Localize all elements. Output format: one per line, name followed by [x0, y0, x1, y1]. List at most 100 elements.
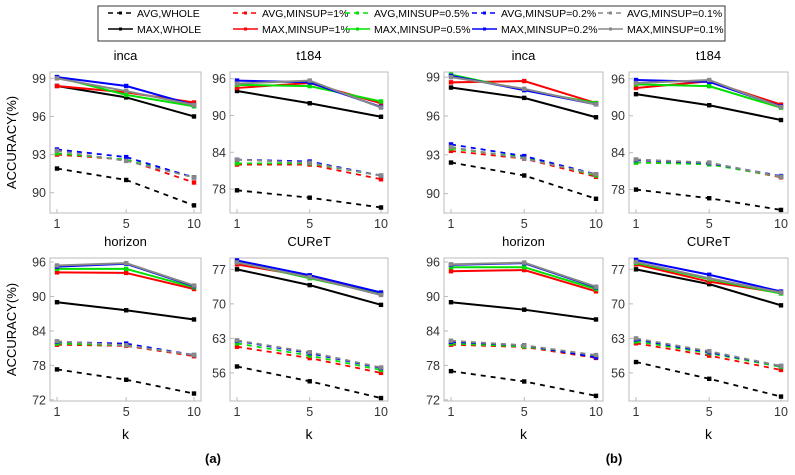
y-tick-label: 90 [32, 290, 46, 304]
data-point [123, 270, 129, 276]
data-point [448, 80, 454, 85]
legend-label: AVG,WHOLE [137, 8, 200, 20]
y-tick-label: 96 [32, 110, 46, 124]
y-tick-label: 72 [32, 393, 46, 407]
data-point [778, 363, 784, 369]
y-tick-label: 78 [212, 183, 226, 197]
subplot-curet-a: CUReT 56 63 70 77 1 5 10 k [212, 234, 389, 442]
x-tick-label: 5 [306, 405, 313, 419]
data-point [448, 74, 454, 80]
legend-marker [483, 27, 486, 31]
data-point [378, 105, 384, 110]
data-point [54, 76, 60, 81]
x-tick-label: 1 [54, 405, 61, 419]
data-point [234, 338, 240, 343]
data-point [378, 302, 384, 308]
data-point [448, 368, 454, 374]
y-tick-label: 63 [611, 332, 625, 346]
data-point [448, 269, 454, 274]
data-point [522, 260, 527, 265]
data-point [307, 275, 312, 280]
data-point [123, 154, 129, 160]
panels: inca 90 93 96 99 1 5 10 ACCURACY(%) t184 78 84 90 96 1… [4, 48, 789, 442]
x-tick-label: 5 [706, 217, 713, 231]
data-point [307, 160, 312, 165]
data-point [633, 187, 639, 192]
data-point [123, 88, 129, 94]
data-point [633, 259, 639, 265]
subplot-horizon-b: horizon 72 78 84 90 96 1 5 10 k [426, 234, 604, 442]
data-point [778, 207, 784, 213]
data-point [54, 151, 60, 156]
data-point [593, 284, 599, 289]
data-point [522, 307, 527, 312]
x-axis-label: k [122, 426, 130, 442]
data-point [191, 283, 197, 288]
data-point [633, 77, 639, 83]
x-axis-label: k [306, 426, 314, 442]
data-point [633, 359, 639, 365]
data-point [234, 188, 240, 193]
data-point [234, 344, 240, 349]
data-point [522, 156, 527, 161]
x-tick-label: 10 [187, 405, 201, 419]
legend-marker [356, 11, 359, 15]
data-point [378, 292, 384, 298]
data-point [522, 343, 527, 348]
data-point [378, 290, 384, 295]
data-point [123, 343, 129, 348]
y-tick-label: 90 [426, 290, 440, 304]
data-point [191, 203, 197, 208]
subplot-title: t184 [696, 48, 721, 63]
data-point [633, 267, 639, 272]
y-tick-label: 96 [212, 72, 226, 86]
data-point [234, 85, 240, 91]
x-axis-label: k [520, 426, 528, 442]
data-point [123, 92, 129, 98]
y-tick-label: 56 [212, 366, 226, 380]
plot-frame [49, 71, 202, 214]
data-point [123, 308, 129, 313]
y-tick-label: 96 [32, 256, 46, 270]
data-point [234, 81, 240, 86]
y-tick-label: 70 [212, 297, 226, 311]
x-tick-label: 10 [589, 217, 603, 231]
data-point [707, 281, 712, 287]
x-tick-label: 1 [234, 405, 241, 419]
legend-entry: AVG,MINSUP=0.2% [472, 8, 596, 20]
data-point [448, 144, 454, 150]
data-point [234, 364, 240, 369]
data-point [778, 104, 784, 110]
data-point [54, 166, 60, 171]
data-point [522, 86, 527, 92]
data-point [448, 300, 454, 305]
data-point [378, 173, 384, 178]
data-point [593, 352, 599, 358]
y-tick-label: 90 [611, 109, 625, 123]
y-axis-label: ACCURACY(%) [4, 283, 19, 376]
y-tick-label: 99 [426, 71, 440, 85]
legend-label: MAX,WHOLE [137, 24, 201, 36]
legend-entry: MAX,MINSUP=0.2% [472, 24, 598, 36]
data-point [522, 95, 527, 101]
data-point [234, 267, 240, 272]
data-point [378, 99, 384, 104]
x-tick-label: 10 [374, 405, 388, 419]
data-point [378, 177, 384, 182]
x-tick-label: 1 [448, 217, 455, 231]
data-point [378, 365, 384, 370]
data-point [707, 160, 712, 165]
data-point [707, 83, 712, 89]
data-point [307, 83, 312, 89]
data-point [191, 317, 197, 322]
data-point [593, 393, 599, 399]
series-line-avg-whole [635, 361, 782, 398]
data-point [593, 115, 599, 120]
data-point [448, 142, 454, 147]
y-tick-label: 96 [611, 72, 625, 86]
plot-frame [628, 71, 789, 214]
data-point [378, 114, 384, 119]
series-line-avg-minsup-0.2- [56, 148, 195, 179]
data-point [123, 95, 129, 100]
subplot-horizon-a: horizon 72 78 84 90 96 1 5 10 ACCURACY(%) k [4, 234, 202, 442]
